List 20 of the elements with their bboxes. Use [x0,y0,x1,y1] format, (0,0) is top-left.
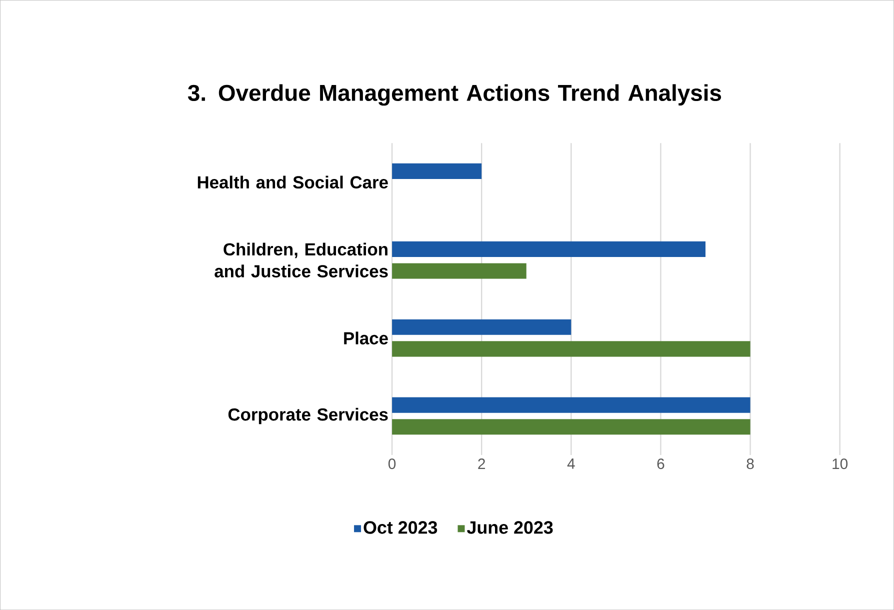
x-tick-label: 6 [657,458,664,470]
y-tick-label: Corporate Services [228,408,388,424]
bar [392,397,750,413]
bar [392,319,572,335]
y-tick-label: Health and Social Care [198,176,388,188]
legend-label: June 2023 [466,521,553,534]
y-tick-label: Children, Education and Justice Services [214,242,388,278]
x-tick-label: 4 [567,458,575,469]
chart-title: 3. Overdue Management Actions Trend Analysis [188,84,722,106]
bar [392,163,482,179]
x-tick-label: 0 [388,458,396,470]
y-tick-label: Place [344,332,388,344]
x-tick-label: 10 [832,458,848,470]
bar [392,419,750,435]
x-tick-label: 8 [746,458,754,470]
bar [392,263,526,279]
bar [392,341,750,357]
bar [392,241,706,257]
x-tick-label: 2 [478,458,485,469]
legend-label: Oct 2023 [364,521,438,534]
